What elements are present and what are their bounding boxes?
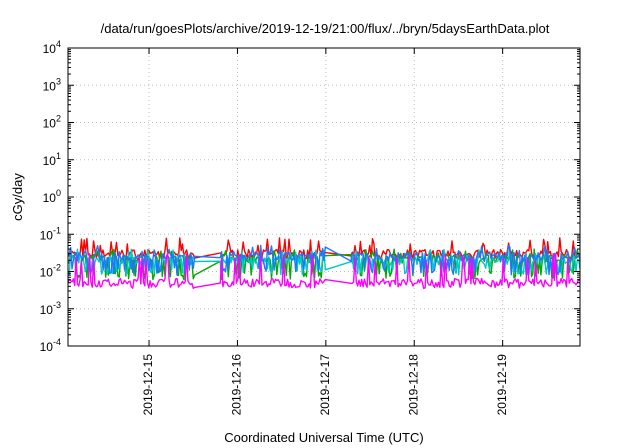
y-tick-base: 10 xyxy=(43,154,57,168)
y-tick-base: 10 xyxy=(40,266,54,280)
series-line xyxy=(67,253,581,290)
y-tick-exponent: 1 xyxy=(56,151,61,161)
x-tick-label: 2019-12-18 xyxy=(406,354,420,416)
grid xyxy=(68,48,580,346)
axis-ticks xyxy=(68,47,580,347)
y-tick-label: 10-3 xyxy=(40,300,61,317)
y-tick-exponent: -4 xyxy=(53,337,61,347)
chart-title: /data/run/goesPlots/archive/2019-12-19/2… xyxy=(101,21,550,36)
tick-labels: 10-410-310-210-11001011021031042019-12-1… xyxy=(40,39,509,415)
y-tick-label: 10-1 xyxy=(40,225,61,242)
y-tick-base: 10 xyxy=(43,191,57,205)
y-tick-base: 10 xyxy=(40,228,54,242)
y-tick-base: 10 xyxy=(40,340,54,354)
y-tick-label: 10-2 xyxy=(40,263,61,280)
y-tick-base: 10 xyxy=(40,303,54,317)
y-tick-exponent: -3 xyxy=(53,300,61,310)
y-axis-label: cGy/day xyxy=(10,173,25,221)
y-tick-label: 102 xyxy=(43,114,61,131)
y-tick-base: 10 xyxy=(43,117,57,131)
series-line xyxy=(67,244,581,276)
y-tick-base: 10 xyxy=(43,42,57,56)
y-tick-label: 100 xyxy=(43,188,61,205)
series-group xyxy=(67,237,581,290)
y-tick-exponent: 4 xyxy=(56,39,61,49)
y-tick-label: 103 xyxy=(43,76,61,93)
x-tick-label: 2019-12-17 xyxy=(318,354,332,416)
y-tick-label: 104 xyxy=(43,39,61,56)
x-tick-label: 2019-12-19 xyxy=(495,354,509,416)
y-tick-exponent: 2 xyxy=(56,114,61,124)
y-tick-label: 101 xyxy=(43,151,61,168)
y-tick-exponent: -1 xyxy=(53,225,61,235)
y-tick-label: 10-4 xyxy=(40,337,61,354)
x-tick-label: 2019-12-16 xyxy=(230,354,244,416)
x-axis-label: Coordinated Universal Time (UTC) xyxy=(224,430,423,445)
y-tick-exponent: 3 xyxy=(56,76,61,86)
y-tick-exponent: 0 xyxy=(56,188,61,198)
x-tick-label: 2019-12-15 xyxy=(141,354,155,416)
y-tick-exponent: -2 xyxy=(53,263,61,273)
y-tick-base: 10 xyxy=(43,79,57,93)
